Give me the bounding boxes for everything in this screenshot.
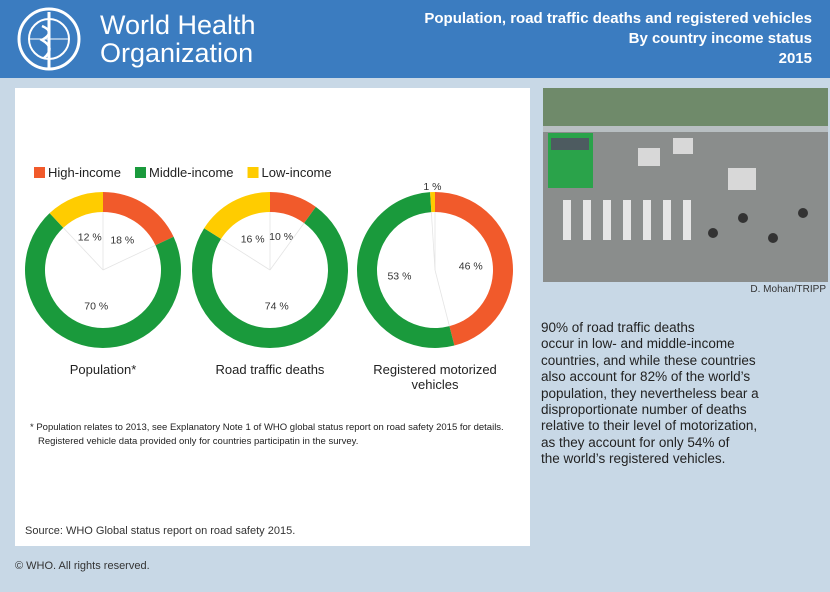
paragraph-line: disproportionate number of deaths — [541, 402, 747, 417]
title: 2015 — [778, 50, 812, 67]
paragraph-line: the world’s registered vehicles. — [541, 451, 726, 467]
legend-swatch — [34, 167, 45, 178]
paragraph-line: also account for 82% of the world’s — [541, 369, 751, 385]
data-label: 18 % — [110, 235, 134, 247]
data-label: 46 % — [459, 260, 483, 272]
data-label: 53 % — [387, 271, 411, 283]
donut-segment — [24, 213, 181, 348]
photo — [543, 88, 828, 282]
org-name: World Health — [100, 10, 256, 40]
divider — [269, 222, 305, 271]
data-label: 10 % — [269, 231, 293, 243]
donut-segment — [435, 192, 514, 346]
divider — [220, 238, 271, 271]
source: Source: WHO Global status report on road… — [25, 525, 296, 537]
data-label: 12 % — [78, 232, 102, 244]
divider — [102, 244, 156, 271]
charts: High-income Middle-income Low-income 18 % 70… — [24, 165, 514, 348]
legend-label: High-income — [48, 165, 121, 180]
chart-panel — [15, 88, 530, 546]
paragraph-line: as they account for only 54% of — [541, 434, 730, 450]
data-label: 1 % — [423, 181, 441, 193]
paragraph-line: 90% of road traffic deaths — [541, 320, 695, 335]
data-label: 74 % — [265, 300, 289, 312]
chart-title: Road traffic deaths — [215, 362, 325, 377]
chart-title: Population* — [69, 362, 137, 377]
photo-credit: D. Mohan/TRIPP — [750, 284, 826, 295]
org-name: Organization — [100, 38, 254, 68]
divider — [430, 212, 436, 271]
donut-segment — [357, 192, 455, 348]
legend-label: Middle-income — [149, 165, 234, 180]
paragraph-line: relative to their level of motorization, — [541, 418, 758, 434]
divider — [434, 269, 450, 327]
who-logo — [17, 7, 81, 71]
paragraph-line: countries, and while these countries — [541, 352, 756, 368]
footnote: * Population relates to 2013, see Explan… — [30, 422, 504, 433]
donut-segment — [204, 192, 270, 239]
donut-segment — [430, 192, 435, 213]
donut-segment — [103, 192, 174, 246]
footnote: Registered vehicle data provided only fo… — [38, 436, 359, 447]
copyright: © WHO. All rights reserved. — [15, 560, 150, 572]
legend-label: Low-income — [262, 165, 332, 180]
title: Population, road traffic deaths and regi… — [424, 10, 812, 27]
data-label: 16 % — [241, 233, 265, 245]
paragraph-line: occur in low- and middle-income — [541, 336, 735, 352]
header: World Health Organization Population, ro… — [0, 0, 830, 78]
legend-swatch — [134, 167, 146, 178]
legend-swatch — [247, 167, 259, 178]
paragraph-line: population, they nevertheless bear a — [541, 385, 759, 401]
donut-segment — [49, 192, 103, 228]
data-label: 70 % — [84, 300, 108, 312]
chart-title: Registered motorized vehicles — [373, 362, 497, 392]
divider — [63, 227, 104, 271]
donut-segment — [270, 192, 316, 224]
title: By country income status — [628, 30, 812, 47]
